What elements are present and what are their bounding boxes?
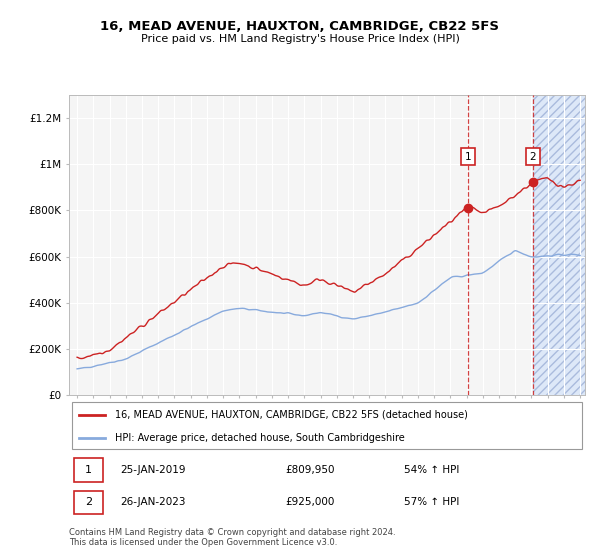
Text: Price paid vs. HM Land Registry's House Price Index (HPI): Price paid vs. HM Land Registry's House …: [140, 34, 460, 44]
Text: 1: 1: [85, 465, 92, 475]
Text: Contains HM Land Registry data © Crown copyright and database right 2024.
This d: Contains HM Land Registry data © Crown c…: [69, 528, 395, 547]
FancyBboxPatch shape: [71, 403, 583, 449]
Bar: [533, 95, 596, 395]
Text: 16, MEAD AVENUE, HAUXTON, CAMBRIDGE, CB22 5FS (detached house): 16, MEAD AVENUE, HAUXTON, CAMBRIDGE, CB2…: [115, 409, 469, 419]
FancyBboxPatch shape: [74, 458, 103, 482]
Text: £809,950: £809,950: [286, 465, 335, 475]
Text: 54% ↑ HPI: 54% ↑ HPI: [404, 465, 460, 475]
FancyBboxPatch shape: [74, 491, 103, 514]
Text: £925,000: £925,000: [286, 497, 335, 507]
Text: 2: 2: [529, 152, 536, 162]
Text: 57% ↑ HPI: 57% ↑ HPI: [404, 497, 460, 507]
Text: 16, MEAD AVENUE, HAUXTON, CAMBRIDGE, CB22 5FS: 16, MEAD AVENUE, HAUXTON, CAMBRIDGE, CB2…: [101, 20, 499, 32]
Text: 2: 2: [85, 497, 92, 507]
Text: HPI: Average price, detached house, South Cambridgeshire: HPI: Average price, detached house, Sout…: [115, 433, 405, 443]
Text: 26-JAN-2023: 26-JAN-2023: [121, 497, 186, 507]
Text: 1: 1: [464, 152, 471, 162]
Text: 25-JAN-2019: 25-JAN-2019: [121, 465, 186, 475]
